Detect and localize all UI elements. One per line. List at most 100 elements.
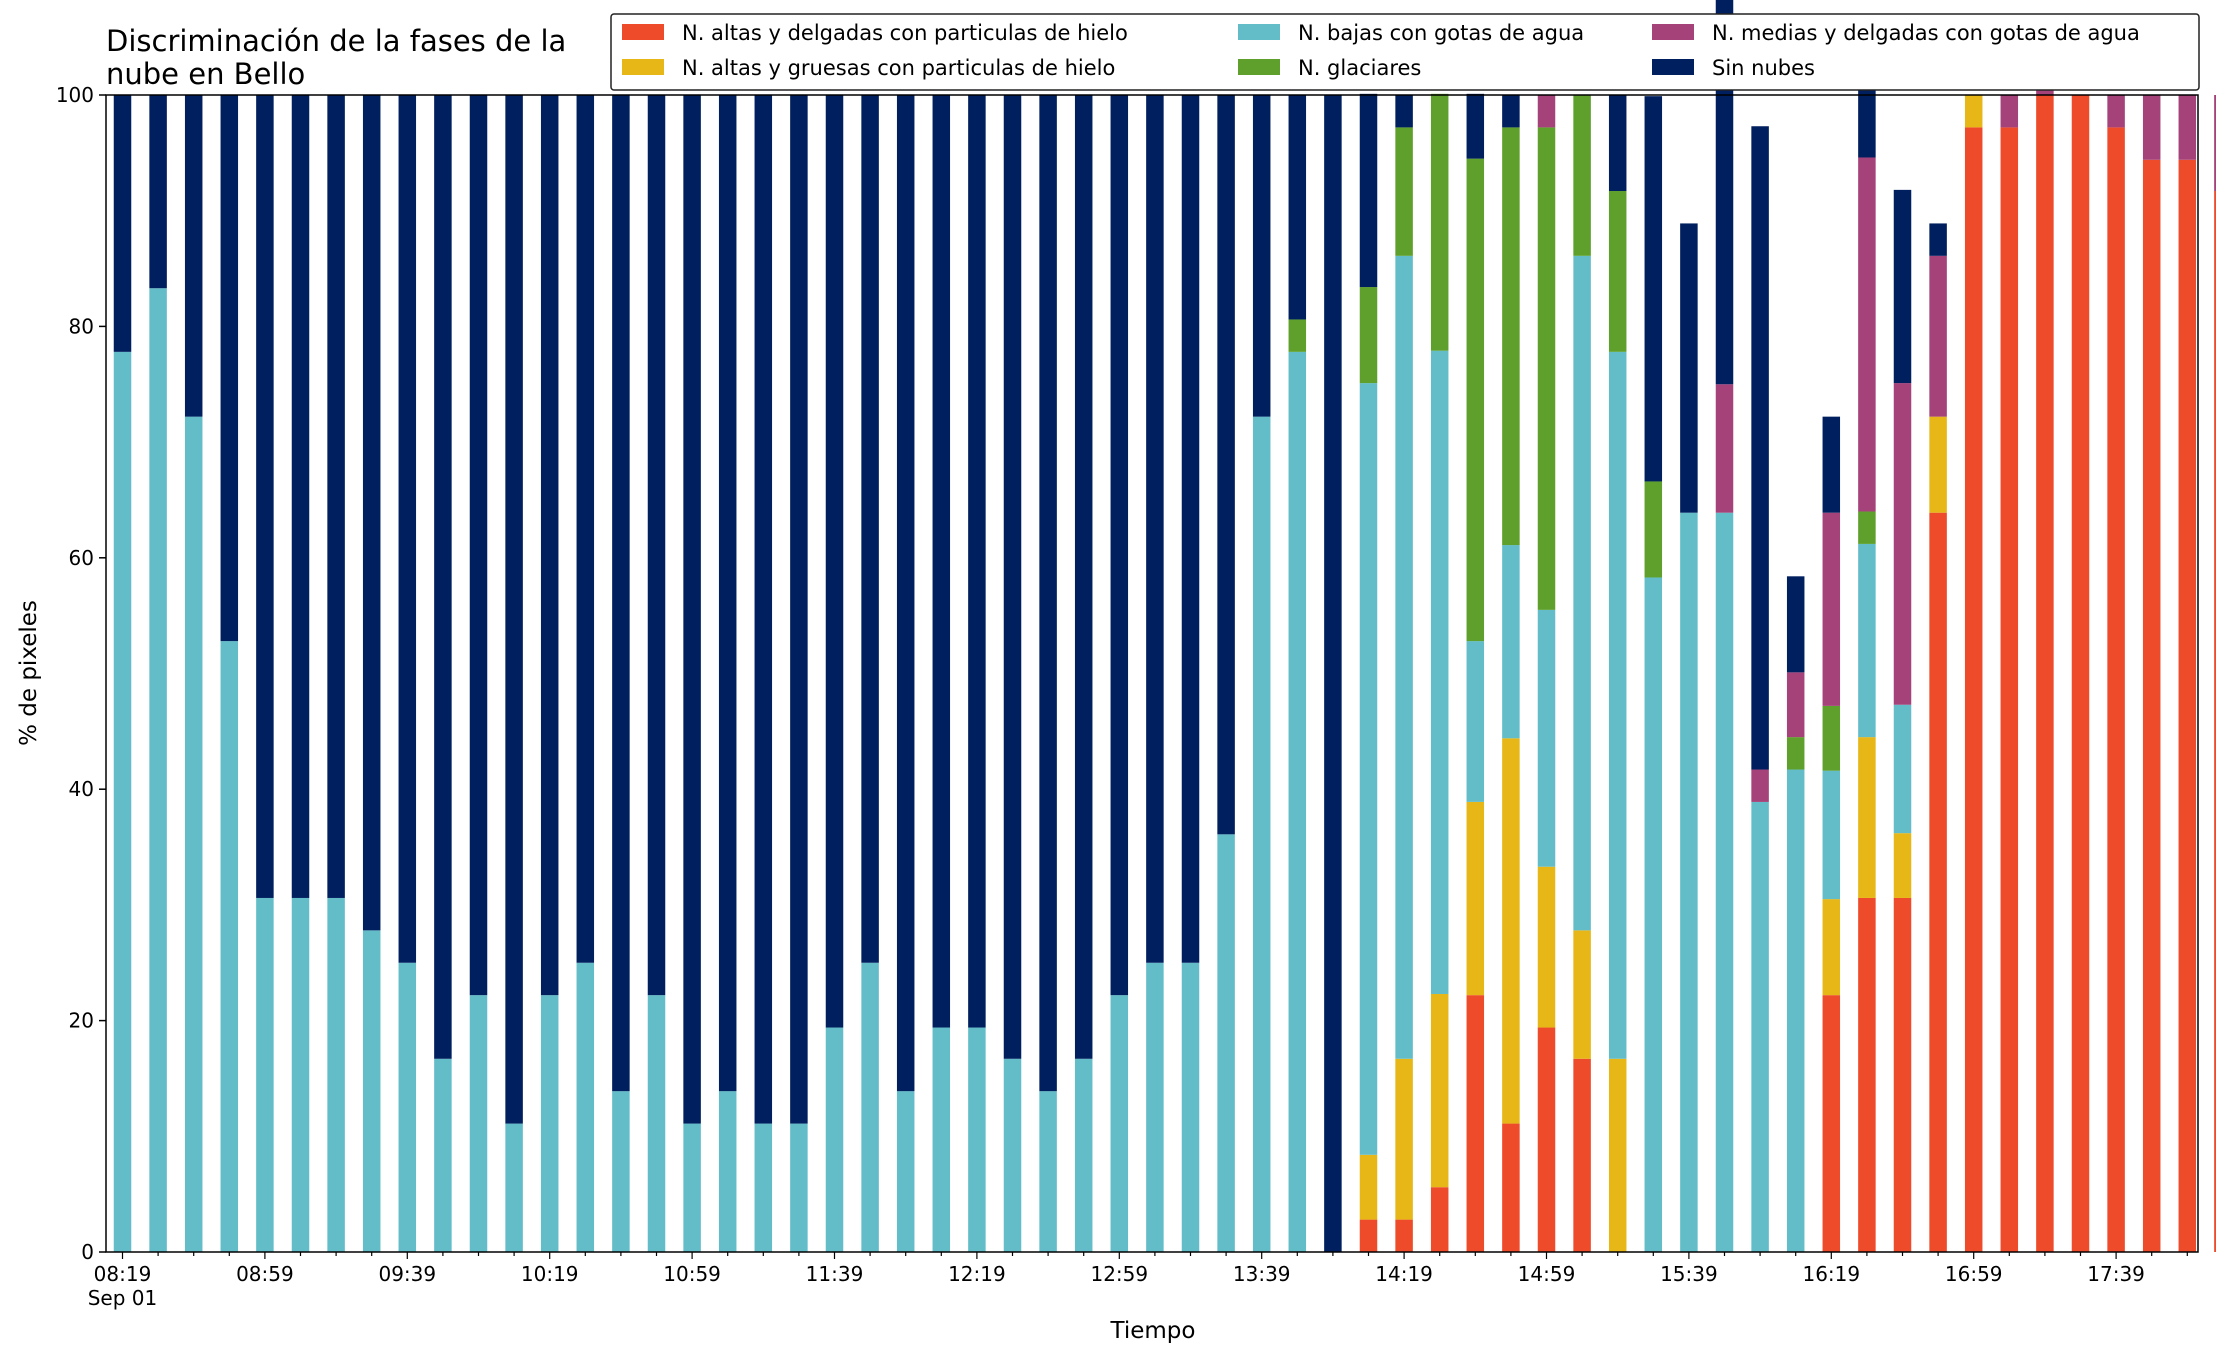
bar-segment-altas_delgadas-40 (1537, 1027, 1556, 1252)
bar-segment-altas_delgadas-38 (1466, 995, 1485, 1252)
bar-segment-altas_delgadas-53 (2000, 127, 2019, 1252)
x-tick-label-13: 16:59 (1945, 1262, 2003, 1286)
bar-segment-altas_gruesas-52 (1964, 95, 1983, 128)
bar-segment-bajas_agua-43 (1644, 577, 1663, 1252)
bar-segment-bajas_agua-32 (1252, 416, 1271, 1252)
bar-segment-sin_nubes-51 (1929, 223, 1947, 256)
bar-segment-medias_agua-48 (1822, 512, 1841, 706)
bar-segment-medias_agua-46 (1751, 769, 1769, 802)
bar-segment-bajas_agua-20 (825, 1027, 844, 1252)
bar-segment-sin_nubes-23 (932, 95, 951, 1028)
bar-segment-bajas_agua-44 (1680, 512, 1698, 1252)
bar-segment-sin_nubes-35 (1359, 93, 1378, 288)
bar-segment-medias_agua-50 (1893, 383, 1912, 705)
bar-segment-bajas_agua-5 (291, 897, 310, 1252)
bar-segment-sin_nubes-12 (540, 95, 559, 996)
bar-segment-bajas_agua-29 (1146, 962, 1164, 1252)
bar-segment-sin_nubes-1 (149, 95, 167, 289)
bar-segment-bajas_agua-7 (362, 930, 381, 1252)
x-tick-sublabel-0: Sep 01 (88, 1286, 158, 1310)
legend-swatch-sin_nubes (1652, 59, 1694, 75)
bar-segment-altas_delgadas-35 (1359, 1219, 1378, 1252)
bar-segment-bajas_agua-41 (1573, 255, 1591, 931)
bar-segment-bajas_agua-16 (683, 1123, 701, 1252)
bar-segment-altas_gruesas-39 (1502, 738, 1520, 1124)
bar-segment-altas_delgadas-41 (1573, 1058, 1591, 1252)
bar-segment-sin_nubes-32 (1252, 95, 1271, 417)
bar-segment-sin_nubes-26 (1039, 95, 1057, 1092)
bar-segment-bajas_agua-49 (1858, 543, 1876, 738)
chart-title-line-2: nube en Bello (106, 57, 305, 91)
legend-label-medias_agua: N. medias y delgadas con gotas de agua (1712, 21, 2140, 45)
bar-segment-sin_nubes-48 (1822, 416, 1841, 513)
bar-segment-sin_nubes-6 (327, 95, 345, 898)
bar-segment-bajas_agua-14 (612, 1091, 630, 1252)
bar-segment-sin_nubes-36 (1395, 95, 1413, 128)
x-tick-label-12: 16:19 (1802, 1262, 1860, 1286)
bar-segment-sin_nubes-22 (896, 95, 915, 1092)
bar-segment-sin_nubes-16 (683, 95, 701, 1124)
bar-segment-altas_delgadas-51 (1929, 512, 1947, 1252)
x-tick-label-8: 13:39 (1233, 1262, 1291, 1286)
x-axis-label: Tiempo (1110, 1318, 1196, 1344)
bar-segment-sin_nubes-31 (1217, 95, 1235, 835)
bar-segment-altas_delgadas-48 (1822, 995, 1841, 1252)
bar-segment-sin_nubes-43 (1644, 96, 1663, 482)
bar-segment-sin_nubes-34 (1324, 95, 1342, 1252)
bar-segment-sin_nubes-13 (576, 95, 595, 963)
bar-segment-bajas_agua-21 (861, 962, 879, 1252)
bar-segment-medias_agua-49 (1858, 157, 1876, 512)
bar-segment-bajas_agua-37 (1430, 350, 1449, 994)
bar-segment-bajas_agua-1 (149, 288, 167, 1253)
x-tick-label-9: 14:19 (1375, 1262, 1433, 1286)
bar-segment-sin_nubes-42 (1608, 95, 1627, 192)
bar-segment-bajas_agua-17 (718, 1091, 737, 1252)
bar-segment-bajas_agua-18 (754, 1123, 773, 1252)
bar-segment-bajas_agua-0 (113, 351, 132, 1253)
bar-segment-sin_nubes-39 (1502, 95, 1520, 128)
bar-segment-medias_agua-45 (1715, 384, 1734, 513)
bar-segment-altas_delgadas-59 (2214, 191, 2216, 1252)
bar-segment-sin_nubes-28 (1110, 95, 1129, 996)
legend-label-bajas_agua: N. bajas con gotas de agua (1298, 21, 1584, 45)
y-tick-label-0: 0 (81, 1240, 94, 1264)
bar-segment-bajas_agua-15 (647, 995, 666, 1252)
bar-segment-sin_nubes-24 (968, 95, 986, 1028)
x-tick-label-10: 14:59 (1518, 1262, 1576, 1286)
bar-segment-altas_gruesas-35 (1359, 1154, 1378, 1220)
bar-segment-sin_nubes-33 (1288, 95, 1307, 320)
bar-segment-sin_nubes-45 (1715, 0, 1734, 385)
bar-segment-bajas_agua-30 (1181, 962, 1200, 1252)
y-axis: 0 20 40 60 80 100 (56, 83, 106, 1264)
plot-frame (105, 94, 2199, 1253)
bar-segment-altas_delgadas-50 (1893, 897, 1912, 1252)
bar-segment-altas_delgadas-37 (1430, 1187, 1449, 1252)
bar-segment-medias_agua-59 (2214, 95, 2216, 192)
bar-segment-bajas_agua-39 (1502, 545, 1520, 739)
x-tick-label-4: 10:59 (663, 1262, 721, 1286)
legend: N. altas y delgadas con particulas de hi… (610, 13, 2200, 91)
y-axis-label: % de pixeles (16, 600, 42, 746)
bar-segment-altas_gruesas-42 (1608, 1058, 1627, 1252)
bar-segment-altas_gruesas-49 (1858, 737, 1876, 898)
bar-segment-sin_nubes-19 (790, 95, 808, 1124)
x-tick-label-2: 09:39 (378, 1262, 436, 1286)
bar-segment-bajas_agua-35 (1359, 383, 1378, 1155)
x-tick-label-0: 08:19 (94, 1262, 152, 1286)
bar-segment-sin_nubes-2 (184, 95, 203, 417)
legend-swatch-bajas_agua (1238, 24, 1280, 40)
bar-segment-bajas_agua-27 (1074, 1058, 1093, 1252)
bar-segment-glaciares-40 (1537, 127, 1556, 610)
bar-segment-bajas_agua-50 (1893, 704, 1912, 834)
bar-segment-medias_agua-58 (2178, 95, 2197, 160)
bar-segment-altas_delgadas-58 (2178, 159, 2197, 1252)
x-tick-label-5: 11:39 (806, 1262, 864, 1286)
bar-segment-bajas_agua-4 (256, 897, 274, 1252)
bar-segment-bajas_agua-33 (1288, 351, 1307, 1253)
bar-segment-glaciares-48 (1822, 705, 1841, 771)
bar-segment-sin_nubes-7 (362, 95, 381, 931)
bar-segment-glaciares-35 (1359, 287, 1378, 384)
bar-segment-sin_nubes-10 (469, 95, 488, 996)
